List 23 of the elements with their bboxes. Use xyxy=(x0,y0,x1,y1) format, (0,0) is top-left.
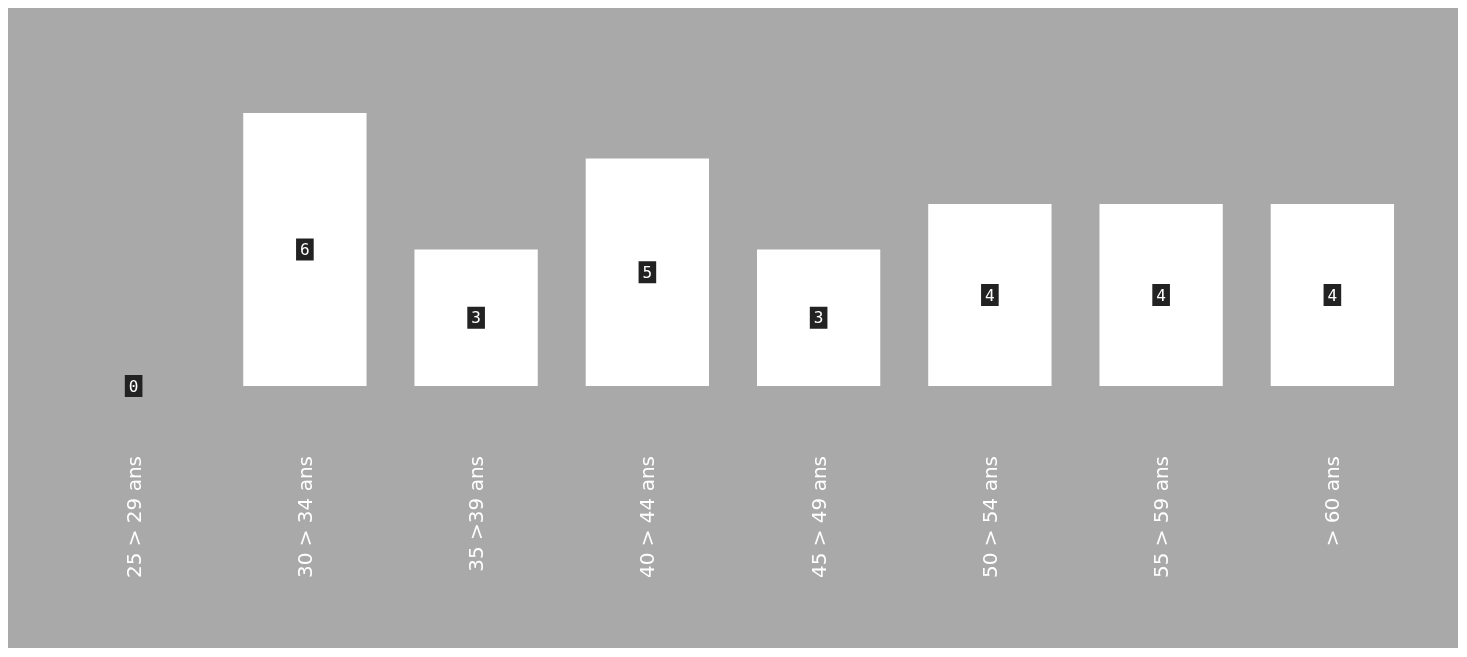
x-tick-label: 40 > 44 ans xyxy=(635,456,660,579)
bar xyxy=(414,249,538,386)
bar xyxy=(1270,204,1395,386)
bar xyxy=(1099,204,1223,386)
bar xyxy=(585,158,710,386)
data-label: 4 xyxy=(985,285,995,305)
x-tick-label: 50 > 54 ans xyxy=(977,456,1002,579)
bar xyxy=(756,249,881,386)
bar xyxy=(928,204,1052,386)
data-label: 5 xyxy=(642,262,653,282)
x-tick-label: 55 > 59 ans xyxy=(1149,456,1174,579)
x-tick-label: > 60 ans xyxy=(1320,456,1345,547)
x-tick-label: 45 > 49 ans xyxy=(806,456,831,579)
data-label: 3 xyxy=(813,308,824,328)
data-label: 4 xyxy=(1156,285,1166,305)
data-label: 6 xyxy=(300,240,310,259)
data-label: 3 xyxy=(471,308,481,328)
data-label: 0 xyxy=(128,376,139,396)
data-label: 4 xyxy=(1327,285,1338,305)
x-tick-label: 35 >39 ans xyxy=(464,456,489,572)
bar xyxy=(243,113,367,386)
x-tick-label: 30 > 34 ans xyxy=(292,456,317,579)
x-tick-label: 25 > 29 ans xyxy=(121,456,146,579)
